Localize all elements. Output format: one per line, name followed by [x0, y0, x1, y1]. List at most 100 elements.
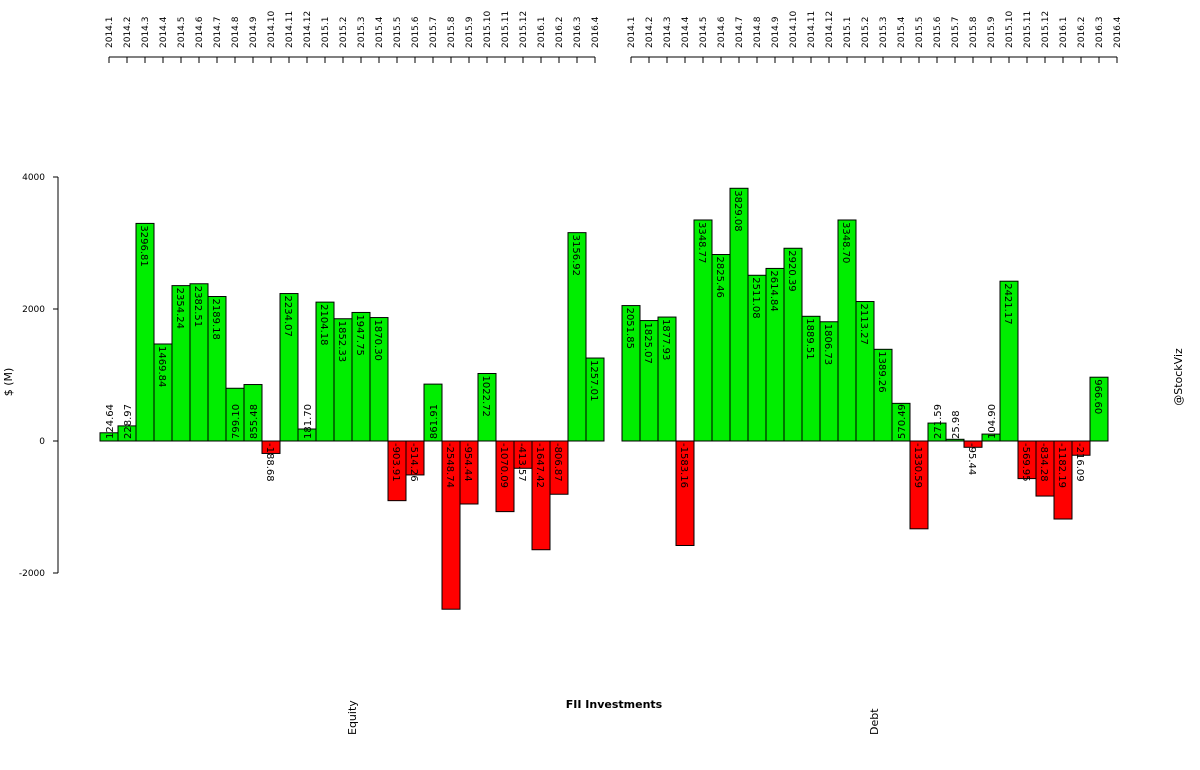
data-label: -216.09 [1074, 443, 1085, 482]
category-tick-label: 2015.8 [447, 16, 457, 48]
y-tick-label: 4000 [22, 173, 45, 183]
category-tick-label: 2015.9 [987, 16, 997, 48]
category-tick-label: 2016.4 [591, 16, 601, 48]
bar [909, 440, 929, 530]
category-tick-label: 2014.1 [105, 17, 115, 49]
data-label: 3156.92 [570, 235, 581, 276]
data-label: 1852.33 [336, 321, 347, 362]
category-tick-label: 2015.6 [933, 16, 943, 48]
category-tick-label: 2016.2 [555, 17, 565, 49]
data-label: 2234.07 [282, 296, 293, 337]
bar [369, 317, 389, 442]
category-tick-label: 2014.9 [249, 16, 259, 48]
category-tick-label: 2014.10 [267, 11, 277, 48]
category-tick-label: 2014.3 [663, 17, 673, 49]
bar [1053, 440, 1073, 520]
top-category-axis: 2014.1 2014.2 2014.3 2014.4 2014.5 2014.6 2014… [105, 11, 1123, 63]
data-label: 2511.08 [750, 277, 761, 318]
data-label: 861.91 [429, 404, 440, 439]
data-label: 966.60 [1092, 379, 1103, 414]
data-label: 2113.27 [858, 304, 869, 345]
data-label: 3348.77 [696, 222, 707, 263]
bar [279, 293, 299, 442]
category-tick-label: 2014.8 [231, 16, 241, 48]
data-label: -1182.19 [1056, 443, 1067, 488]
category-tick-label: 2015.10 [483, 11, 493, 48]
data-label: -2548.74 [444, 443, 455, 488]
y-tick-label: 0 [39, 437, 45, 447]
bar [963, 440, 983, 448]
category-tick-label: 2016.2 [1077, 17, 1087, 49]
category-tick-label: 2015.5 [915, 17, 925, 49]
category-tick-label: 2015.1 [321, 17, 331, 49]
category-tick-label: 2014.11 [807, 11, 817, 48]
bar [531, 440, 551, 551]
data-label: 181.70 [303, 404, 314, 439]
category-tick-label: 2015.8 [969, 16, 979, 48]
bar [459, 440, 479, 505]
category-tick-label: 2015.2 [339, 17, 349, 49]
category-tick-label: 2015.10 [1005, 11, 1015, 48]
category-tick-label: 2015.11 [1023, 11, 1033, 48]
data-label: 2614.84 [768, 270, 779, 311]
category-tick-label: 2015.2 [861, 17, 871, 49]
bar [945, 438, 965, 442]
bar [135, 222, 155, 442]
bar [927, 422, 947, 442]
category-tick-label: 2015.7 [429, 17, 439, 49]
category-tick-label: 2015.4 [897, 16, 907, 48]
group-labels: Equity Debt [346, 700, 881, 735]
category-tick-label: 2015.4 [375, 16, 385, 48]
category-tick-label: 2015.12 [1041, 11, 1051, 48]
category-tick-label: 2015.9 [465, 16, 475, 48]
data-label: 1022.72 [480, 376, 491, 417]
category-tick-label: 2016.4 [1113, 16, 1123, 48]
data-label: 25.98 [951, 410, 962, 439]
data-label: -514.26 [408, 443, 419, 482]
category-tick-label: 2014.7 [213, 17, 223, 49]
category-tick-label: 2014.8 [753, 16, 763, 48]
category-tick-label: 2014.4 [159, 16, 169, 48]
category-tick-label: 2015.3 [879, 17, 889, 49]
chart-title: FII Investments [566, 698, 663, 711]
category-tick-label: 2014.3 [141, 17, 151, 49]
category-tick-label: 2014.2 [645, 17, 655, 49]
category-tick-label: 2014.2 [123, 17, 133, 49]
data-label: 1257.01 [588, 360, 599, 401]
category-tick-label: 2014.5 [177, 17, 187, 49]
bar [675, 440, 695, 546]
bar [207, 296, 227, 442]
data-label: 104.90 [987, 404, 998, 439]
data-label: 1825.07 [642, 323, 653, 364]
y-axis: -2000 0 2000 4000 [19, 173, 59, 579]
category-tick-label: 2014.12 [825, 11, 835, 48]
category-tick-label: 2014.6 [195, 16, 205, 48]
data-label: 855.48 [249, 404, 260, 439]
data-label: -834.28 [1038, 443, 1049, 482]
bar [495, 440, 515, 513]
data-label: 2104.18 [318, 304, 329, 345]
bar [891, 402, 911, 442]
data-label: 2354.24 [174, 288, 185, 329]
category-tick-label: 2014.6 [717, 16, 727, 48]
category-tick-label: 2016.1 [537, 17, 547, 49]
bar [999, 280, 1019, 442]
data-label: 1877.93 [660, 319, 671, 360]
data-label: 2382.51 [192, 286, 203, 327]
bar [477, 373, 497, 442]
data-label: 1870.30 [372, 320, 383, 361]
bar [585, 357, 605, 442]
data-label: 1947.75 [354, 314, 365, 355]
data-label: 3829.08 [732, 190, 743, 231]
y-tick-label: 2000 [22, 305, 45, 315]
bar [441, 440, 461, 610]
data-label: 2920.39 [786, 250, 797, 291]
data-label: -1330.59 [912, 443, 923, 488]
bar [549, 440, 569, 495]
data-label: -954.44 [462, 443, 473, 482]
data-label: -1647.42 [534, 443, 545, 488]
bar [1089, 376, 1109, 442]
data-label: -903.91 [390, 443, 401, 482]
data-label: -806.87 [552, 443, 563, 482]
data-label: 271.59 [933, 404, 944, 439]
